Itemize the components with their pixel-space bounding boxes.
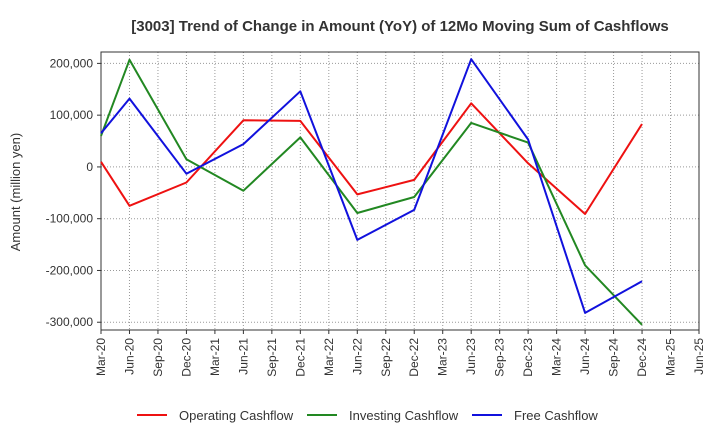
y-tick-label: 100,000 (50, 108, 94, 122)
plot-area: 200,000100,0000-100,000-200,000-300,000M… (46, 51, 706, 377)
legend-label-investing-cashflow: Investing Cashflow (349, 408, 459, 423)
x-tick-label: Sep-24 (607, 338, 621, 377)
x-tick-label: Mar-22 (322, 338, 336, 376)
y-tick-label: 200,000 (50, 56, 94, 70)
plot-frame (100, 51, 700, 331)
y-tick-label: -100,000 (46, 212, 94, 226)
y-tick-label: -200,000 (46, 263, 94, 277)
x-tick-label: Jun-22 (350, 338, 364, 375)
x-tick-label: Jun-24 (578, 338, 592, 375)
x-tick-label: Sep-22 (379, 338, 393, 377)
x-tick-label: Dec-21 (293, 338, 307, 377)
x-tick-label: Mar-23 (436, 338, 450, 376)
x-tick-label: Sep-23 (493, 338, 507, 377)
y-tick-label: -300,000 (46, 315, 94, 329)
x-tick-label: Jun-25 (692, 338, 706, 375)
series-line-operating-cashflow (100, 102, 643, 215)
x-tick-label: Mar-24 (550, 338, 564, 376)
x-tick-label: Jun-23 (464, 338, 478, 375)
x-tick-label: Jun-20 (122, 338, 136, 375)
x-tick-label: Dec-23 (521, 338, 535, 377)
series-line-free-cashflow (100, 58, 643, 314)
x-tick-label: Mar-20 (94, 338, 108, 376)
legend: Operating Cashflow Investing Cashflow Free… (137, 408, 598, 423)
x-tick-label: Mar-25 (664, 338, 678, 376)
legend-label-operating-cashflow: Operating Cashflow (179, 408, 294, 423)
x-tick-label: Sep-20 (151, 338, 165, 377)
x-tick-label: Dec-24 (635, 338, 649, 377)
y-tick-label: 0 (86, 160, 93, 174)
y-axis-label: Amount (million yen) (8, 133, 23, 252)
plot-background (101, 52, 699, 330)
x-tick-label: Sep-21 (265, 338, 279, 377)
x-tick-label: Jun-21 (236, 338, 250, 375)
chart-title: [3003] Trend of Change in Amount (YoY) o… (131, 18, 669, 35)
x-tick-label: Dec-20 (179, 338, 193, 377)
series-line-investing-cashflow (100, 58, 643, 326)
x-tick-label: Dec-22 (407, 338, 421, 377)
legend-label-free-cashflow: Free Cashflow (514, 408, 598, 423)
x-tick-label: Mar-21 (208, 338, 222, 376)
